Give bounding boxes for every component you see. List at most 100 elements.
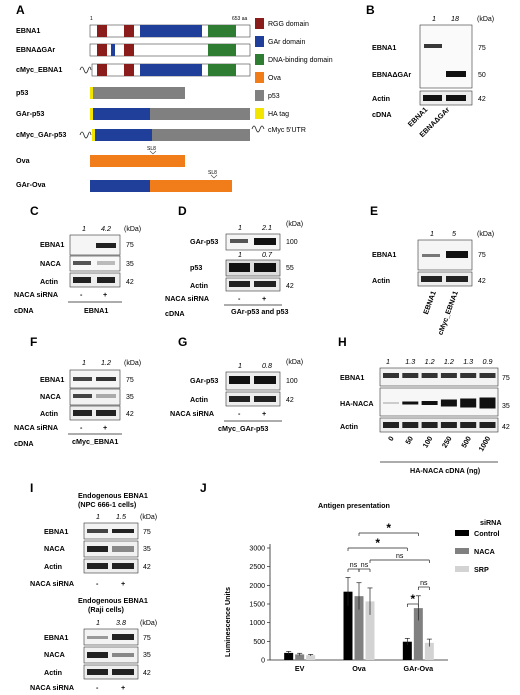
row-label-d-actin: Actin [190, 281, 208, 290]
panel-label-b: B [366, 3, 375, 17]
panel-label-f: F [30, 335, 37, 349]
panel-a-constructs: 1 653 aa EBNA1 EBNAΔGAr cMyc_EBNA1 [16, 16, 333, 192]
naca-sirna-label-f: NACA siRNA [14, 423, 58, 432]
sirna-minus-d: - [238, 294, 241, 303]
mw-c-42: 42 [126, 279, 134, 286]
legend-swatch-ha-tag [255, 108, 264, 119]
sirna-plus-i-top: + [121, 579, 125, 588]
significance-label-2: ns [396, 553, 404, 560]
row-label-h-actin: Actin [340, 422, 358, 431]
mw-i-bottom-75: 75 [143, 635, 151, 642]
construct-bar-cmyc-ebna1 [79, 63, 251, 77]
bar-srp-0 [306, 655, 316, 660]
construct-bar-ova [90, 155, 185, 167]
bar-control-1 [343, 591, 353, 660]
panel-label-g: G [178, 335, 187, 349]
quant-h-0: 1 [386, 357, 390, 366]
row-label-i-top-ebna1: EBNA1 [44, 527, 68, 536]
quant-c-2: 4.2 [101, 224, 111, 233]
construct-bar-ebna-dgar [89, 43, 251, 57]
naca-sirna-label-i-bottom: NACA siRNA [30, 683, 74, 692]
sl8-marker-icon [149, 150, 157, 155]
band-h-ebna1-2 [421, 373, 438, 378]
legend-label-naca: NACA [474, 547, 495, 556]
row-label-f-actin: Actin [40, 409, 58, 418]
mw-f-42: 42 [126, 411, 134, 418]
row-label-b-actin: Actin [372, 94, 390, 103]
mw-e-42: 42 [478, 278, 486, 285]
band-h-actin-5 [479, 422, 496, 428]
panel-g-blot: 1 0.8 (kDa) GAr-p53 Actin 100 42 NACA si… [170, 359, 303, 433]
naca-sirna-label-g: NACA siRNA [170, 409, 214, 418]
x-category-label-2: GAr-Ova [404, 664, 435, 673]
legend-label-dna-binding: DNA-binding domain [268, 57, 333, 64]
panel-f-blot: 1 1.2 (kDa) EBNA1 NACA Actin 75 35 42 NA… [14, 358, 141, 448]
panel-label-j: J [200, 481, 207, 495]
band-h-naca-2 [421, 401, 438, 405]
row-label-i-top-naca: NACA [44, 544, 65, 553]
panel-label-h: H [338, 335, 347, 349]
quant-g-1: 1 [238, 361, 242, 370]
row-label-b-ebna1: EBNA1 [372, 43, 396, 52]
legend-label-control: Control [474, 529, 500, 538]
lane-label-e-2: cMyc_EBNA1 [436, 290, 460, 337]
lane-label-h-2: 100 [421, 435, 435, 450]
legend-label-p53: p53 [268, 93, 280, 100]
naca-sirna-label-i-top: NACA siRNA [30, 579, 74, 588]
sirna-minus-c: - [80, 290, 83, 299]
bar-srp-1 [365, 601, 375, 660]
band-h-naca-5 [479, 397, 496, 409]
construct-label-p53: p53 [16, 88, 28, 97]
mw-d-42: 42 [286, 283, 294, 290]
mw-b-75: 75 [478, 45, 486, 52]
cdna-value-d: GAr-p53 and p53 [231, 307, 289, 316]
quant-h-3: 1.2 [444, 357, 454, 366]
row-label-f-naca: NACA [40, 392, 61, 401]
panel-i-bottom-blot: Endogenous EBNA1 (Raji cells) 1 3.8 (kDa… [30, 596, 157, 692]
mw-h-35: 35 [502, 403, 510, 410]
lane-label-e-1: EBNA1 [421, 290, 438, 316]
y-tick-label-4: 2000 [249, 583, 265, 590]
mw-i-top-42: 42 [143, 564, 151, 571]
panel-a-legend: RGG domain GAr domain DNA-binding domain… [251, 18, 333, 134]
cdna-label-d: cDNA [165, 309, 185, 318]
sirna-plus-g: + [262, 409, 266, 418]
quant-h-2: 1.2 [425, 357, 435, 366]
x-category-label-0: EV [295, 664, 305, 673]
construct-label-gar-ova: GAr-Ova [16, 180, 47, 189]
bar-srp-2 [424, 642, 434, 660]
bar-naca-2 [413, 608, 423, 660]
cdna-label-b: cDNA [372, 110, 392, 119]
chart-legend: siRNA Control NACA SRP [455, 518, 502, 574]
band-h-ebna1-5 [479, 373, 496, 378]
significance-label-0: ns [350, 562, 358, 569]
quant-b-2: 18 [451, 14, 459, 23]
legend-swatch-srp [455, 566, 469, 572]
panel-label-d: D [178, 204, 187, 218]
mw-h-75: 75 [502, 375, 510, 382]
quant-f-2: 1.2 [101, 358, 111, 367]
mw-i-bottom-42: 42 [143, 670, 151, 677]
y-tick-label-2: 1000 [249, 620, 265, 627]
band-h-naca-1 [402, 401, 419, 405]
i-top-title-1: Endogenous EBNA1 [78, 491, 148, 500]
legend-swatch-gar [255, 36, 264, 47]
significance-label-6: * [386, 521, 391, 535]
panel-b-blot: 1 18 (kDa) EBNA1 EBNAΔGAr Actin 75 50 42… [372, 14, 494, 139]
construct-label-ova: Ova [16, 156, 31, 165]
construct-bar-p53 [90, 87, 185, 99]
kda-label: (kDa) [477, 231, 494, 238]
sirna-plus-d: + [262, 294, 266, 303]
row-label-e-actin: Actin [372, 276, 390, 285]
row-label-g-gar-p53: GAr-p53 [190, 376, 218, 385]
construct-label-ebna1: EBNA1 [16, 26, 40, 35]
quant-h-1: 1.3 [405, 357, 415, 366]
legend-swatch-ova [255, 72, 264, 83]
mw-b-50: 50 [478, 72, 486, 79]
significance-label-3: ns [420, 580, 428, 587]
panel-label-a: A [16, 3, 25, 17]
mw-f-75: 75 [126, 377, 134, 384]
sirna-minus-i-bottom: - [96, 683, 99, 692]
